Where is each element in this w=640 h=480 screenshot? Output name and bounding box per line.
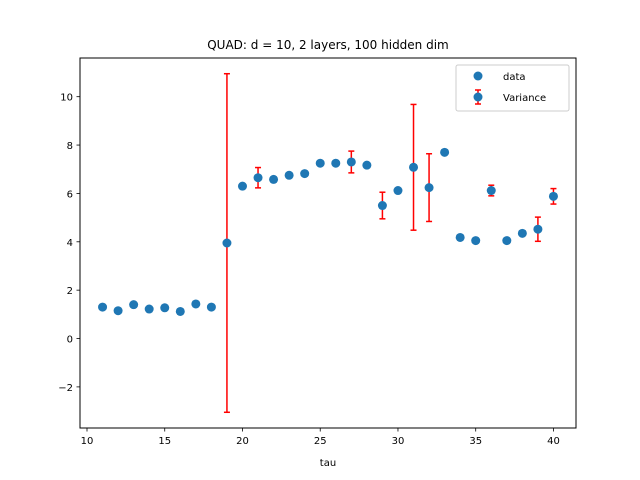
data-point [517, 228, 527, 238]
legend-label-variance: Variance [503, 93, 546, 104]
data-point [424, 183, 434, 193]
data-point [409, 162, 419, 172]
data-point [455, 232, 465, 242]
legend-data-marker [473, 71, 483, 81]
data-point [362, 160, 372, 170]
data-point [331, 158, 341, 168]
data-point [98, 302, 108, 312]
data-point [253, 173, 263, 183]
data-point [113, 306, 123, 316]
x-tick-label: 10 [81, 436, 94, 447]
x-tick-label: 35 [469, 436, 482, 447]
data-point [191, 299, 201, 309]
axes-frame [79, 57, 577, 429]
legend-box [455, 64, 570, 112]
data-point [533, 224, 543, 234]
x-tick-label: 20 [236, 436, 249, 447]
y-tick-label: 8 [67, 141, 73, 152]
y-axis-ticks: −2 0 2 4 6 8 10 [58, 93, 80, 394]
y-tick-label: 2 [67, 286, 73, 297]
y-tick-label: −2 [58, 383, 73, 394]
data-point [393, 186, 403, 196]
x-axis-label: tau [320, 458, 336, 469]
data-point [548, 191, 558, 201]
data-point [377, 201, 387, 211]
legend-label-data: data [503, 72, 526, 83]
data-point [346, 157, 356, 167]
x-axis-ticks: 10 15 20 25 30 35 40 [81, 428, 560, 447]
data-point [284, 170, 294, 180]
data-point [175, 306, 185, 316]
data-point [237, 181, 247, 191]
data-point [129, 300, 139, 310]
data-point [222, 238, 232, 248]
data-point [300, 169, 310, 179]
y-tick-label: 4 [67, 238, 73, 249]
plot-area [98, 72, 558, 414]
y-tick-label: 10 [60, 93, 73, 104]
data-point [144, 304, 154, 314]
x-tick-label: 25 [314, 436, 327, 447]
x-tick-label: 40 [547, 436, 560, 447]
data-point [269, 174, 279, 184]
data-point [206, 302, 216, 312]
data-point [440, 147, 450, 157]
legend-variance-marker [473, 92, 483, 102]
x-tick-label: 30 [392, 436, 405, 447]
legend: data Variance [455, 64, 570, 112]
y-tick-label: 0 [67, 335, 73, 346]
data-point [502, 236, 512, 246]
data-point [315, 158, 325, 168]
data-point [486, 186, 496, 196]
x-tick-label: 15 [158, 436, 171, 447]
y-tick-label: 6 [67, 189, 73, 200]
data-point [471, 236, 481, 246]
chart-title: QUAD: d = 10, 2 layers, 100 hidden dim [207, 38, 449, 52]
data-point [160, 303, 170, 313]
